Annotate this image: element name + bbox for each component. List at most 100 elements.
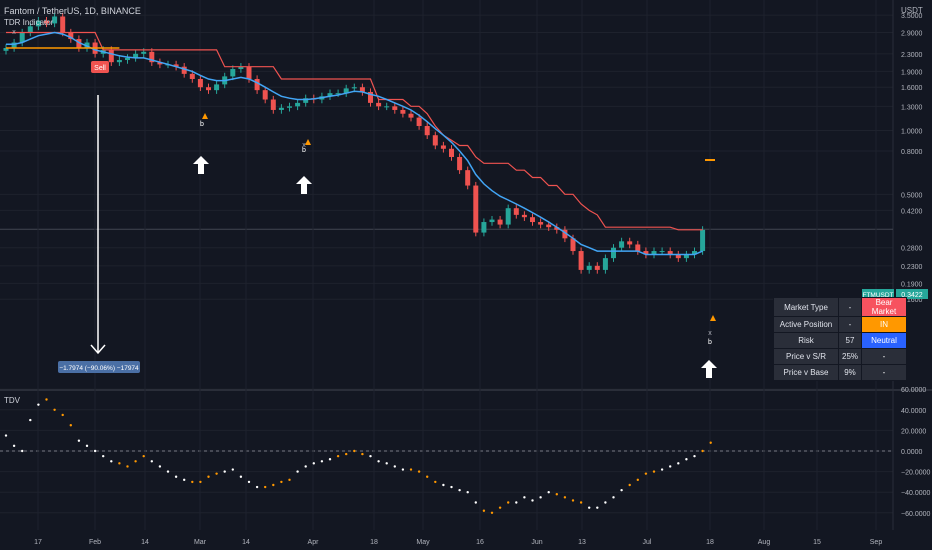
tdv-dot (272, 483, 275, 487)
candle-body (214, 84, 220, 91)
tdv-dot (571, 499, 575, 502)
candle-body (530, 217, 535, 223)
buy-b-label: b (302, 147, 306, 154)
candle-body (116, 60, 122, 63)
tdv-dot (118, 462, 121, 465)
date-tick-label: 17 (34, 539, 42, 546)
symbol-badge (862, 289, 894, 299)
row-label: Market Type (773, 297, 839, 317)
tdv-dot (458, 488, 461, 492)
tdv-dot (61, 413, 64, 417)
buy-b-label: b (200, 121, 204, 128)
tdv-dot (385, 462, 388, 465)
tdv-dot (669, 465, 672, 468)
exit-x-label: x (708, 330, 712, 337)
candle-body (513, 208, 519, 215)
candle-body (52, 16, 58, 24)
tdv-dot (474, 501, 477, 504)
price-tick-label: 3.5000 (901, 13, 923, 20)
tdv-dot (409, 468, 413, 471)
sell-marker (91, 61, 109, 73)
candle-body (683, 254, 689, 259)
candle-body (262, 90, 268, 100)
overlays: Sell−1.7974 (−90.06%) −17974bbbxxxFTMUSD… (12, 29, 928, 378)
candle-body (651, 251, 657, 255)
candle-body (68, 32, 74, 40)
tdv-dot (328, 458, 332, 461)
tdv-dot (69, 424, 73, 427)
tdv-dot (37, 403, 40, 406)
price-tick-label: 1.6000 (901, 85, 923, 92)
tdv-dot (588, 506, 591, 509)
price-badge (896, 289, 928, 299)
price-tick-label: 0.2300 (901, 264, 923, 271)
tdv-dot (134, 460, 137, 463)
tdv-dot (369, 454, 372, 458)
tdv-dot (466, 491, 469, 494)
candle-body (424, 126, 430, 136)
candle-body (351, 87, 357, 89)
tdv-dot (288, 478, 291, 482)
tdv-dot (612, 496, 615, 499)
row-value: - (837, 316, 863, 333)
tdv-dot (628, 483, 631, 487)
grid (0, 0, 932, 530)
candle-body (173, 64, 179, 67)
tdv-dot (312, 462, 315, 465)
table-row: Price v Base 9% - (773, 364, 908, 381)
candle-body (440, 145, 446, 149)
price-tick-label: 2.9000 (901, 30, 923, 37)
candle-body (659, 251, 665, 253)
table-row: Price v S/R 25% - (773, 348, 908, 365)
date-tick-label: May (416, 539, 430, 546)
candle-body (635, 244, 641, 252)
candle-body (141, 51, 147, 54)
tdv-dot (547, 491, 550, 494)
tdv-dot (207, 475, 210, 478)
candle-body (497, 219, 503, 225)
price-tick-label: 0.4200 (901, 208, 923, 215)
tdv-dot (183, 478, 186, 482)
tdv-dot (401, 468, 405, 471)
tdv-dot (636, 478, 639, 482)
candle-body (19, 32, 25, 43)
price-tick-label: 1.3000 (901, 104, 923, 111)
candle-body (27, 26, 33, 33)
tdv-dot (660, 468, 664, 471)
tdv-dot (126, 465, 129, 468)
row-value: 25% (837, 348, 863, 365)
candle-body (343, 88, 349, 94)
tdv-dot (417, 470, 421, 473)
tdv-tick-label: −40.0000 (901, 490, 930, 497)
tdv-dot (320, 460, 324, 463)
sell-label: Sell (94, 65, 106, 72)
tdv-dot (426, 475, 429, 478)
candle-body (562, 229, 568, 239)
candle-body (254, 78, 260, 91)
measure-label: −1.7974 (−90.06%) −17974 (59, 365, 139, 372)
date-tick-label: Aug (758, 539, 771, 546)
tdv-tick-label: 20.0000 (901, 428, 926, 435)
candle-body (619, 241, 625, 248)
row-status: Bear Market (861, 297, 908, 317)
candle-body (505, 208, 511, 225)
tdv-dot (693, 454, 696, 458)
candle-body (489, 219, 495, 223)
candle-body (408, 113, 414, 118)
row-label: Price v S/R (773, 348, 839, 365)
candle-body (473, 185, 479, 233)
table-row: Market Type - Bear Market (773, 297, 908, 317)
tdv-dot (515, 501, 518, 504)
price-tick-label: 1.0000 (901, 129, 923, 136)
candle-body (149, 51, 155, 63)
tdv-dot (215, 472, 218, 475)
indicator-title: TDR Indicator (4, 18, 54, 27)
indicator-table: Market Type - Bear Market Active Position - I… (773, 297, 908, 381)
tdv-tick-label: −60.0000 (901, 511, 930, 518)
tdv-dot (142, 454, 145, 458)
tdv-dot (174, 475, 178, 478)
tdv-dot (434, 480, 437, 484)
tdv-dot (12, 444, 16, 448)
candle-body (295, 102, 301, 107)
